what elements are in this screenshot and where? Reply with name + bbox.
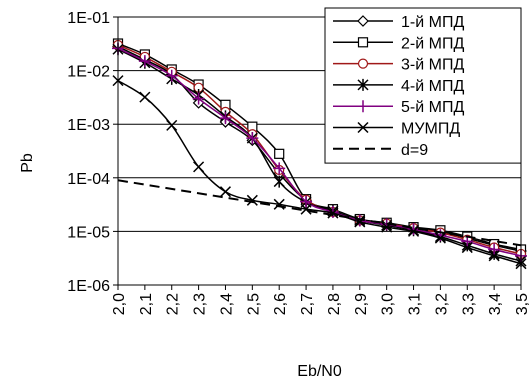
data-point (246, 132, 259, 145)
legend-marker (357, 58, 369, 69)
x-tick-label: 3,5 (514, 293, 531, 315)
legend-label: 1-й МПД (401, 14, 464, 31)
x-tick-label: 3,4 (487, 293, 504, 315)
y-tick-label: 1E-03 (67, 117, 110, 134)
legend-entry: 2-й МПД (333, 35, 464, 52)
x-tick-label: 2,1 (138, 293, 155, 315)
x-axis-ticks: 2,0 2,1 2,2 2,3 2,4 2,5 2,6 2,7 2,8 2,9 3,0 3,1 3,2 3… (111, 285, 531, 315)
legend-label: 4-й МПД (401, 78, 464, 95)
y-tick-label: 1E-05 (67, 224, 110, 241)
data-point (219, 112, 232, 125)
x-axis-label: Eb/N0 (297, 363, 342, 380)
data-point (273, 175, 285, 188)
legend-label: 5-й МПД (401, 99, 464, 116)
x-tick-label: 3,1 (407, 293, 424, 315)
data-point (327, 207, 339, 219)
series-line (117, 179, 522, 247)
data-point (434, 232, 446, 244)
data-point (166, 119, 178, 131)
legend-marker (357, 78, 369, 91)
y-axis-label: Pb (19, 153, 36, 173)
legend-entry: 1-й МПД (333, 14, 464, 31)
x-tick-label: 2,5 (245, 293, 262, 315)
data-point (407, 223, 420, 236)
legend-label: 2-й МПД (401, 35, 464, 52)
legend-label: МУМПД (401, 121, 460, 138)
data-point (246, 194, 258, 206)
data-point (273, 162, 286, 175)
legend: 1-й МПД 2-й МПД 3-й МПД 4-й МПД 5-й МПД МУМПД… (324, 7, 522, 164)
x-tick-label: 2,7 (299, 293, 316, 315)
data-point (274, 148, 285, 159)
series-7 (117, 179, 522, 247)
legend-label: d=9 (401, 142, 428, 159)
x-tick-label: 3,3 (460, 293, 477, 315)
legend-entry: 5-й МПД (333, 99, 464, 116)
series-line (117, 79, 522, 265)
legend-entry: 4-й МПД (333, 78, 464, 95)
y-axis-ticks: 1E-01 1E-02 1E-03 1E-04 1E-05 1E-06 (67, 10, 118, 295)
data-point (434, 229, 447, 242)
series-6 (112, 75, 527, 270)
legend-entry: d=9 (333, 142, 428, 159)
data-point (192, 92, 205, 105)
y-tick-label: 1E-02 (67, 64, 110, 81)
data-point (300, 195, 313, 208)
x-tick-label: 3,0 (380, 293, 397, 315)
data-point (219, 186, 231, 198)
legend-marker (357, 37, 369, 48)
x-tick-label: 2,8 (326, 293, 343, 315)
data-point (488, 250, 500, 262)
y-tick-label: 1E-06 (67, 278, 110, 295)
data-point (461, 242, 473, 254)
legend-entry: МУМПД (333, 121, 460, 138)
y-tick-label: 1E-04 (67, 171, 110, 188)
x-tick-label: 3,2 (433, 293, 450, 315)
legend-marker (357, 100, 369, 113)
data-point (139, 91, 151, 103)
legend-marker (357, 15, 369, 27)
x-tick-label: 2,3 (192, 293, 209, 315)
y-tick-label: 1E-01 (67, 10, 110, 27)
data-point (488, 243, 501, 256)
x-tick-label: 2,2 (165, 293, 182, 315)
data-point (165, 69, 178, 82)
data-point (300, 203, 312, 215)
data-point (193, 161, 205, 173)
legend-marker (357, 121, 369, 134)
data-point (138, 55, 151, 68)
x-tick-label: 2,9 (353, 293, 370, 315)
series-line (117, 47, 522, 257)
x-tick-label: 2,0 (111, 293, 128, 315)
legend-label: 3-й МПД (401, 57, 464, 74)
x-tick-label: 2,4 (218, 293, 235, 315)
series-5 (112, 42, 527, 262)
x-tick-label: 2,6 (272, 293, 289, 315)
legend-entry: 3-й МПД (333, 57, 464, 74)
